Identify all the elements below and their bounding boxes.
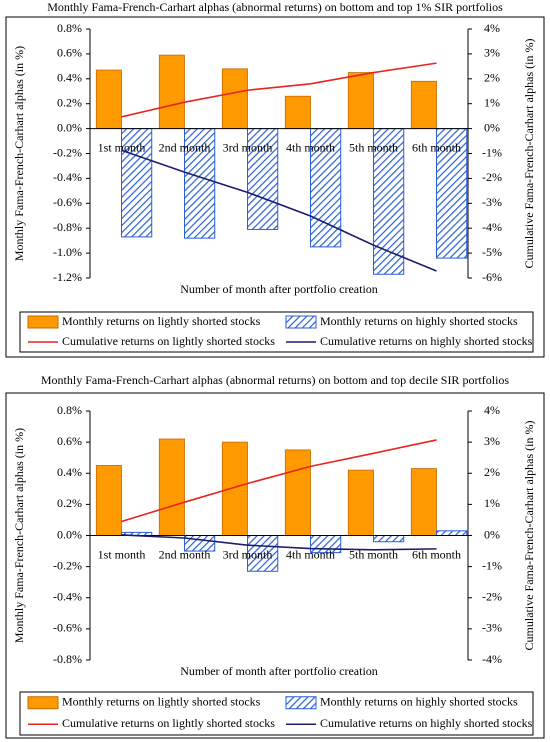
legend-label: Cumulative returns on highly shorted sto… — [320, 334, 533, 348]
legend-swatch — [27, 315, 59, 329]
y2-tick-label: 3% — [484, 46, 500, 60]
legend-frame — [19, 691, 534, 736]
y-tick-label: -0.6% — [53, 621, 82, 635]
legend-label: Monthly returns on lightly shorted stock… — [62, 695, 261, 709]
y-axis-title: Monthly Fama-French-Carhart alphas (in %… — [12, 46, 26, 261]
y2-tick-label: -2% — [482, 170, 502, 184]
y2-tick-label: 0% — [484, 527, 500, 541]
y2-tick-label: 0% — [484, 120, 500, 134]
bar — [95, 465, 122, 536]
y2-tick-label: -1% — [482, 145, 502, 159]
y-tick-label: 0.0% — [57, 120, 82, 134]
x-tick-label: 2nd month — [159, 547, 211, 561]
y-tick-label: 0.4% — [57, 465, 82, 479]
y2-tick-label: -2% — [482, 590, 502, 604]
bar — [410, 468, 437, 536]
x-tick-label: 4th month — [286, 140, 335, 154]
line — [121, 534, 437, 551]
x-tick-label: 3rd month — [223, 140, 273, 154]
bar — [347, 469, 374, 536]
y2-tick-label: -4% — [482, 220, 502, 234]
legend-label: Cumulative returns on lightly shorted st… — [62, 334, 275, 348]
y-tick-label: 0.2% — [57, 95, 82, 109]
y-tick-label: 0.4% — [57, 71, 82, 85]
bar — [284, 95, 311, 130]
y2-tick-label: -3% — [482, 195, 502, 209]
legend-swatch — [285, 696, 317, 710]
y-tick-label: -1.0% — [53, 245, 82, 259]
y2-tick-label: -5% — [482, 245, 502, 259]
chart-frame — [5, 16, 545, 358]
y2-tick-label: 3% — [484, 434, 500, 448]
x-axis-title: Number of month after portfolio creation — [180, 664, 378, 678]
legend-swatch — [27, 696, 59, 710]
y-tick-label: -0.8% — [53, 220, 82, 234]
y-tick-label: -0.6% — [53, 195, 82, 209]
line — [121, 439, 437, 523]
y-tick-label: 0.6% — [57, 434, 82, 448]
y2-tick-label: -6% — [482, 270, 502, 284]
hatched-bar — [373, 128, 405, 275]
y-tick-label: -0.2% — [53, 558, 82, 572]
bar — [221, 68, 248, 129]
y2-tick-label: 2% — [484, 71, 500, 85]
y-tick-label: -0.4% — [53, 170, 82, 184]
y-tick-label: 0.6% — [57, 46, 82, 60]
legend-label: Cumulative returns on lightly shorted st… — [62, 716, 275, 730]
bar — [347, 72, 374, 129]
bar — [95, 69, 122, 129]
legend-label: Monthly returns on highly shorted stocks — [320, 314, 518, 328]
y-tick-label: -0.4% — [53, 590, 82, 604]
x-tick-label: 3rd month — [223, 547, 273, 561]
y2-axis-title: Cumulative Fama-French-Carhart alphas (i… — [522, 39, 536, 269]
x-tick-label: 6th month — [412, 547, 461, 561]
y2-tick-label: 1% — [484, 496, 500, 510]
y-tick-label: -0.8% — [53, 652, 82, 666]
legend-swatch — [285, 315, 317, 329]
y2-axis-title: Cumulative Fama-French-Carhart alphas (i… — [522, 421, 536, 651]
x-tick-label: 2nd month — [159, 140, 211, 154]
chart-title: Monthly Fama-French-Carhart alphas (abno… — [41, 373, 510, 387]
bar — [158, 438, 185, 536]
y-axis-title: Monthly Fama-French-Carhart alphas (in %… — [12, 428, 26, 643]
y-tick-label: 0.8% — [57, 21, 82, 35]
y-tick-label: 0.0% — [57, 527, 82, 541]
x-tick-label: 6th month — [412, 140, 461, 154]
x-tick-label: 1st month — [98, 547, 146, 561]
y2-tick-label: -1% — [482, 558, 502, 572]
chart-frame — [5, 392, 545, 739]
bar — [158, 54, 185, 130]
y-tick-label: 0.8% — [57, 403, 82, 417]
y2-tick-label: 2% — [484, 465, 500, 479]
y2-tick-label: -4% — [482, 652, 502, 666]
line — [121, 149, 437, 272]
line — [121, 62, 437, 118]
y-tick-label: -0.2% — [53, 145, 82, 159]
x-axis-title: Number of month after portfolio creation — [180, 282, 378, 296]
x-tick-label: 5th month — [349, 547, 398, 561]
hatched-bar — [121, 128, 153, 238]
x-tick-label: 4th month — [286, 547, 335, 561]
legend-label: Cumulative returns on highly shorted sto… — [320, 716, 533, 730]
x-tick-label: 5th month — [349, 140, 398, 154]
chart-title: Monthly Fama-French-Carhart alphas (abno… — [47, 0, 503, 14]
y2-tick-label: 4% — [484, 21, 500, 35]
hatched-bar — [436, 128, 468, 259]
hatched-bar — [436, 530, 468, 536]
x-tick-label: 1st month — [98, 140, 146, 154]
y-tick-label: -1.2% — [53, 270, 82, 284]
hatched-bar — [373, 535, 405, 543]
legend-frame — [19, 311, 534, 353]
legend-label: Monthly returns on lightly shorted stock… — [62, 314, 261, 328]
y2-tick-label: 1% — [484, 95, 500, 109]
bar — [221, 441, 248, 536]
y2-tick-label: 4% — [484, 403, 500, 417]
bar — [410, 80, 437, 130]
y-tick-label: 0.2% — [57, 496, 82, 510]
bar — [284, 449, 311, 536]
legend-label: Monthly returns on highly shorted stocks — [320, 695, 518, 709]
y2-tick-label: -3% — [482, 621, 502, 635]
